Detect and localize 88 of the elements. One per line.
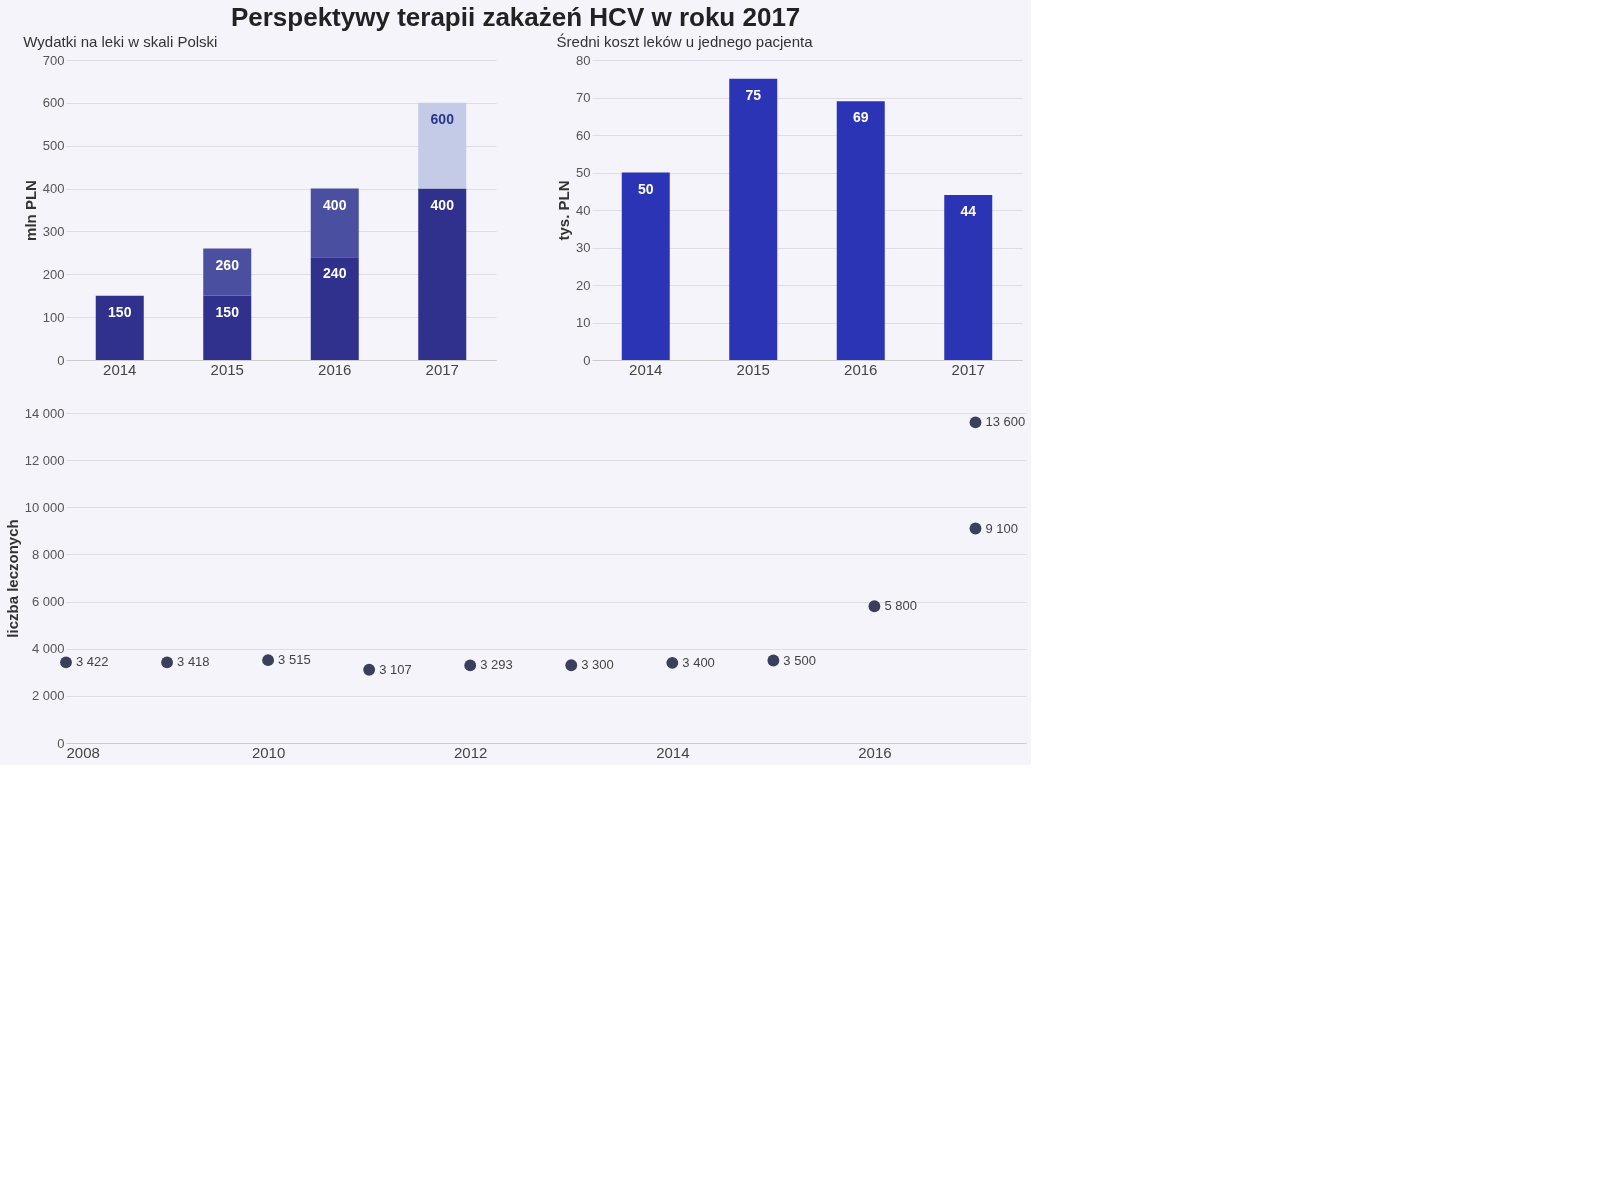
point [363, 663, 376, 676]
y-tick-label: 200 [42, 266, 65, 282]
data-label: 5 800 [884, 598, 917, 614]
x-tick-label: 2010 [251, 743, 286, 761]
x-tick-label: 2015 [210, 360, 244, 378]
x-tick-label: 2008 [66, 743, 100, 761]
data-label: 400 [430, 196, 455, 213]
total-label: 600 [430, 110, 455, 127]
data-label: 150 [108, 303, 132, 320]
point [262, 654, 275, 667]
point [666, 656, 679, 669]
y-tick-label: 4 000 [31, 641, 65, 657]
total-label: 400 [323, 196, 347, 213]
data-label: 3 418 [177, 654, 210, 670]
x-tick-label: 2015 [736, 360, 770, 378]
point [969, 416, 982, 429]
point [868, 600, 881, 613]
y-tick-label: 500 [42, 138, 65, 154]
data-label: 75 [745, 86, 762, 103]
x-tick-label: 2016 [858, 743, 892, 761]
x-tick-label: 2016 [318, 360, 352, 378]
y-axis-title: tys. PLN [555, 180, 573, 241]
y-tick-label: 400 [42, 181, 65, 197]
point [565, 659, 578, 672]
y-tick-label: 700 [42, 52, 65, 68]
y-tick-label: 20 [576, 277, 591, 293]
x-tick-label: 2014 [103, 360, 137, 378]
point [60, 656, 72, 669]
point [161, 656, 173, 669]
data-label: 3 300 [581, 657, 614, 673]
x-tick-label: 2016 [844, 360, 878, 378]
y-tick-label: 2 000 [31, 688, 65, 704]
data-label: 50 [637, 180, 654, 197]
data-label: 3 293 [480, 657, 513, 673]
bar [310, 188, 359, 258]
y-tick-label: 8 000 [31, 546, 65, 562]
x-tick-label: 2017 [425, 360, 459, 378]
data-label: 3 500 [783, 652, 816, 668]
point [464, 659, 477, 672]
total-label: 260 [215, 256, 240, 273]
data-label: 69 [852, 109, 869, 126]
y-tick-label: 30 [576, 240, 591, 255]
data-label: 13 600 [985, 414, 1026, 430]
bar [203, 295, 252, 360]
y-tick-label: 12 000 [24, 452, 65, 468]
y-tick-label: 300 [42, 223, 65, 239]
data-label: 9 100 [985, 520, 1019, 536]
y-tick-label: 600 [42, 95, 65, 111]
y-tick-label: 70 [576, 90, 591, 105]
data-label: 240 [323, 265, 347, 282]
y-tick-label: 10 [576, 315, 591, 330]
y-tick-label: 50 [576, 165, 591, 180]
chart-title: Średni koszt leków u jednego pacjenta [556, 33, 814, 50]
x-tick-label: 2017 [951, 360, 985, 378]
bar [418, 102, 467, 189]
y-tick-label: 40 [576, 202, 591, 218]
y-tick-label: 6 000 [31, 594, 65, 610]
y-tick-label: 0 [57, 352, 65, 368]
y-axis-title: mln PLN [21, 180, 39, 241]
data-label: 3 400 [682, 654, 715, 670]
y-tick-label: 100 [42, 309, 65, 325]
bar [418, 188, 467, 360]
bar [944, 195, 993, 360]
data-label: 150 [215, 303, 240, 320]
bar [621, 172, 670, 360]
x-tick-label: 2012 [454, 743, 488, 761]
data-label: 3 515 [278, 652, 311, 668]
point [969, 522, 982, 535]
bar [836, 101, 885, 360]
point [767, 654, 780, 667]
bar [310, 257, 359, 360]
bar [95, 295, 144, 360]
x-tick-label: 2014 [656, 743, 690, 761]
data-label: 3 422 [76, 654, 109, 670]
y-tick-label: 14 000 [24, 405, 65, 421]
bar [203, 248, 252, 296]
chart-title: Perspektywy terapii zakażeń HCV w roku 2017 [230, 2, 801, 32]
y-tick-label: 60 [576, 127, 591, 143]
x-tick-label: 2014 [629, 360, 663, 378]
y-tick-label: 0 [583, 352, 591, 368]
bar [729, 78, 778, 360]
y-tick-label: 80 [576, 52, 591, 68]
data-label: 44 [960, 203, 977, 219]
data-label: 3 107 [379, 661, 412, 677]
chart-subtitle: Wydatki na leki w skali Polski [23, 33, 218, 50]
y-tick-label: 0 [57, 735, 65, 751]
y-axis-title: liczba leczonych [3, 519, 21, 638]
y-tick-label: 10 000 [24, 499, 65, 515]
